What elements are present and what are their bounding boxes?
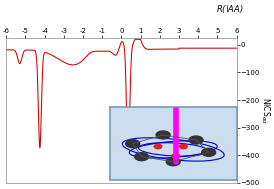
X-axis label: $R$(\AA): $R$(\AA) [216, 3, 244, 15]
Y-axis label: NICS$_{\alpha\alpha}$: NICS$_{\alpha\alpha}$ [259, 97, 271, 124]
